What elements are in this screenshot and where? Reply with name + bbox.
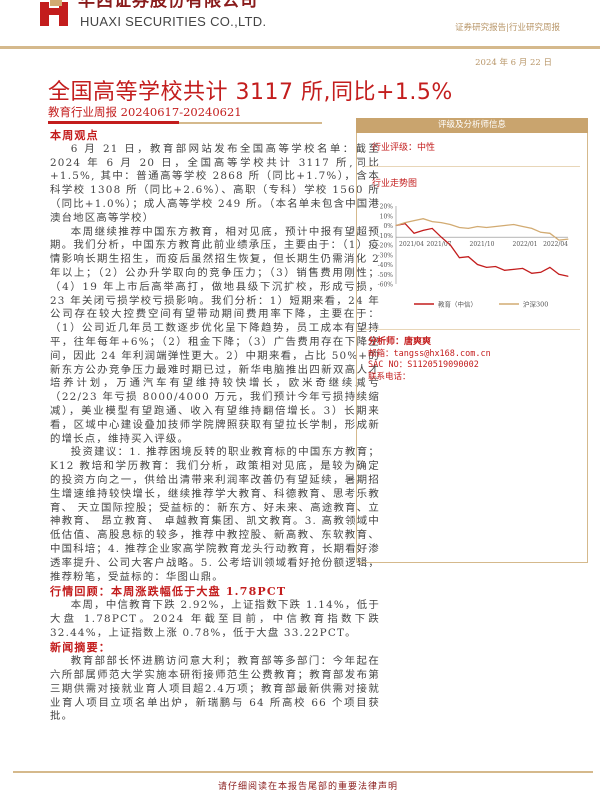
- divider: [364, 166, 580, 167]
- x-tick-label: 2021/10: [470, 241, 495, 248]
- data-point: [404, 222, 406, 224]
- data-point: [449, 244, 451, 246]
- divider: [364, 329, 580, 330]
- data-point: [558, 239, 560, 241]
- section-heading-market-review: 行情回顾：本周涨跌幅低于大盘 1.78PCT: [50, 585, 287, 599]
- y-tick-label: -20%: [378, 243, 394, 250]
- data-point: [422, 218, 424, 220]
- report-type: 证券研究报告|行业研究周报: [455, 23, 560, 33]
- y-tick-label: 0%: [383, 223, 393, 230]
- data-point: [431, 221, 433, 223]
- footer-divider: [13, 771, 593, 773]
- subtitle-underline: [48, 122, 322, 124]
- y-tick-label: 10%: [380, 213, 394, 220]
- analyst-name: 分析师：唐爽爽: [368, 337, 432, 347]
- industry-rating: 行业评级：中性: [372, 143, 436, 153]
- data-point: [522, 267, 524, 269]
- y-tick-label: -60%: [378, 282, 394, 289]
- report-subtitle: 教育行业周报 20240617-20240621: [48, 105, 242, 119]
- y-tick-label: -50%: [378, 272, 394, 279]
- report-title: 全国高等学校共计 3117 所,同比+1.5%: [48, 80, 453, 105]
- section-heading-news: 新闻摘要：: [50, 641, 111, 655]
- data-point: [395, 225, 397, 226]
- data-point: [513, 268, 515, 270]
- data-point: [531, 272, 533, 274]
- paragraph: 本周继续推荐中国东方教育，相对见底，预计中报有望超预期。我们分析，中国东方教育此…: [50, 225, 380, 445]
- company-logo-icon: [40, 0, 68, 26]
- paragraph: 6 月 21 日，教育部网站发布全国高等学校名单：截至 2024 年 6 月 2…: [50, 142, 380, 224]
- data-point: [540, 231, 542, 233]
- analyst-phone: 联系电话：: [368, 372, 411, 382]
- y-tick-label: 20%: [380, 204, 394, 211]
- data-point: [467, 227, 469, 229]
- data-point: [495, 225, 497, 227]
- x-tick-label: 2022/01: [513, 241, 538, 248]
- data-point: [413, 220, 415, 222]
- paragraph: 投资建议：1. 推荐困境反转的职业教育标的中国东方教育；K12 教培和学历教育：…: [50, 446, 380, 583]
- data-point: [422, 229, 424, 231]
- paragraph: 本周，中信教育下跌 2.92%，上证指数下跌 1.14%，低于大盘 1.78PC…: [50, 599, 380, 639]
- company-name-en: HUAXI SECURITIES CO.,LTD.: [80, 14, 267, 29]
- y-tick-label: -10%: [378, 233, 394, 240]
- main-content: 本周观点 6 月 21 日，教育部网站发布全国高等学校名单：截至 2024 年 …: [50, 128, 380, 724]
- rating-analyst-panel: [356, 133, 588, 563]
- section-heading-weekly-view: 本周观点: [50, 129, 99, 142]
- data-point: [467, 256, 469, 258]
- data-point: [531, 227, 533, 229]
- data-point: [504, 269, 506, 271]
- y-tick-label: -40%: [378, 262, 394, 269]
- data-point: [476, 264, 478, 265]
- legal-notice: 请仔细阅读在本报告尾部的重要法律声明: [218, 782, 399, 792]
- series-line-0: [395, 222, 569, 277]
- data-point: [486, 226, 488, 228]
- x-tick-label: 2021/04: [399, 241, 424, 248]
- company-name-cn: 华西证券股份有限公司: [78, 0, 258, 11]
- data-point: [440, 222, 442, 224]
- legend-label: 沪深300: [523, 300, 548, 309]
- data-point: [558, 273, 560, 275]
- data-point: [540, 271, 542, 273]
- data-point: [458, 257, 460, 259]
- report-date: 2024 年 6 月 22 日: [475, 58, 552, 68]
- data-point: [567, 238, 569, 240]
- header-divider: [0, 46, 600, 49]
- data-point: [486, 266, 488, 268]
- chart-title: 行业走势图: [372, 179, 418, 189]
- data-point: [522, 225, 524, 227]
- series-line-1: [395, 218, 569, 241]
- data-point: [440, 236, 442, 238]
- data-point: [549, 266, 551, 268]
- data-point: [504, 225, 506, 226]
- data-point: [549, 232, 551, 234]
- data-point: [458, 226, 460, 228]
- paragraph: 教育部部长怀进鹏访问意大利；教育部等多部门：今年起在六所部属师范大学实施本研衔接…: [50, 655, 380, 723]
- x-tick-label: 2021/07: [427, 241, 452, 248]
- data-point: [431, 227, 433, 229]
- analyst-email[interactable]: 邮箱：tangss@hx168.com.cn: [368, 349, 491, 359]
- industry-trend-chart: 20%10%0%-10%-20%-30%-40%-50%-60%2021/04 2…: [378, 204, 569, 309]
- analyst-sac-no: SAC NO：S1120519090002: [368, 360, 479, 370]
- y-tick-label: -30%: [378, 252, 394, 259]
- legend-label: 教育（中信）: [438, 300, 477, 309]
- x-tick-label: 2022/04: [543, 241, 568, 248]
- data-point: [567, 275, 569, 277]
- subtitle-underline-accent: [48, 121, 179, 124]
- panel-title: 评级及分析师信息: [356, 118, 588, 133]
- data-point: [476, 225, 478, 227]
- data-point: [449, 224, 451, 226]
- data-point: [495, 265, 497, 267]
- data-point: [413, 232, 415, 234]
- data-point: [513, 224, 515, 226]
